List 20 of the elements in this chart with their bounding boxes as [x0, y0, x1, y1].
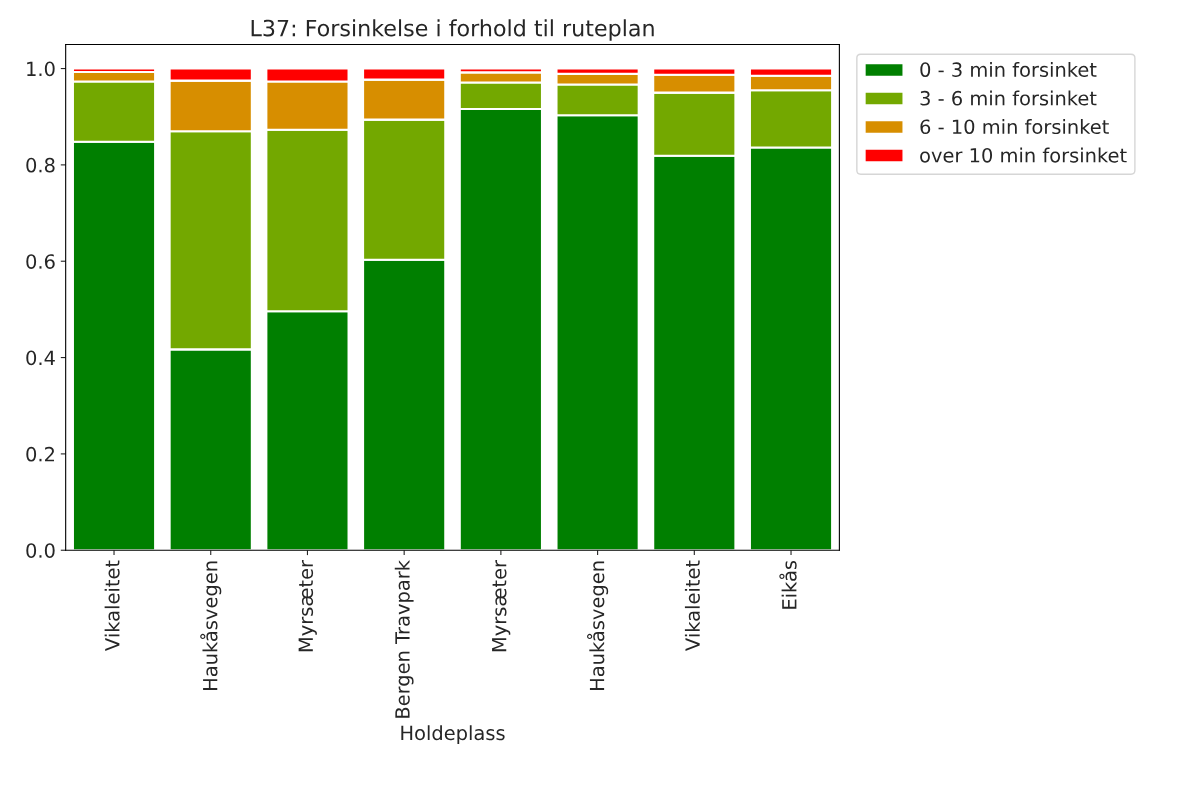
x-axis-title: Holdeplass: [401, 725, 505, 745]
legend-label: over 10 min forsinket: [920, 147, 1127, 163]
y-tick-label: 1.0: [27, 61, 55, 77]
legend-label: 6 - 10 min forsinket: [920, 119, 1109, 135]
y-tick-label: 0.0: [26, 543, 55, 558]
legend-label: 3 - 6 min forsinket: [920, 90, 1097, 106]
x-tick-label: Eikås: [779, 560, 797, 609]
x-tick-label: Vikaleitet: [684, 560, 700, 651]
x-tick-label: Haukåsvegen: [587, 561, 609, 690]
x-tick-label: Bergen Travpark: [394, 560, 414, 718]
x-tick-label: Myrsæter: [298, 559, 317, 652]
y-tick-label: 0.6: [26, 254, 55, 269]
x-tick-label: Vikaleitet: [104, 560, 120, 651]
y-tick-label: 0.4: [26, 350, 55, 366]
y-tick-label: 0.8: [26, 157, 55, 173]
x-tick-label: Haukåsvegen: [200, 561, 222, 690]
x-tick-label: Myrsæter: [492, 559, 511, 652]
chart-title: L37: Forsinkelse i forhold til ruteplan: [251, 19, 654, 41]
y-tick-label: 0.2: [26, 446, 54, 462]
legend-label: 0 - 3 min forsinket: [920, 61, 1097, 78]
